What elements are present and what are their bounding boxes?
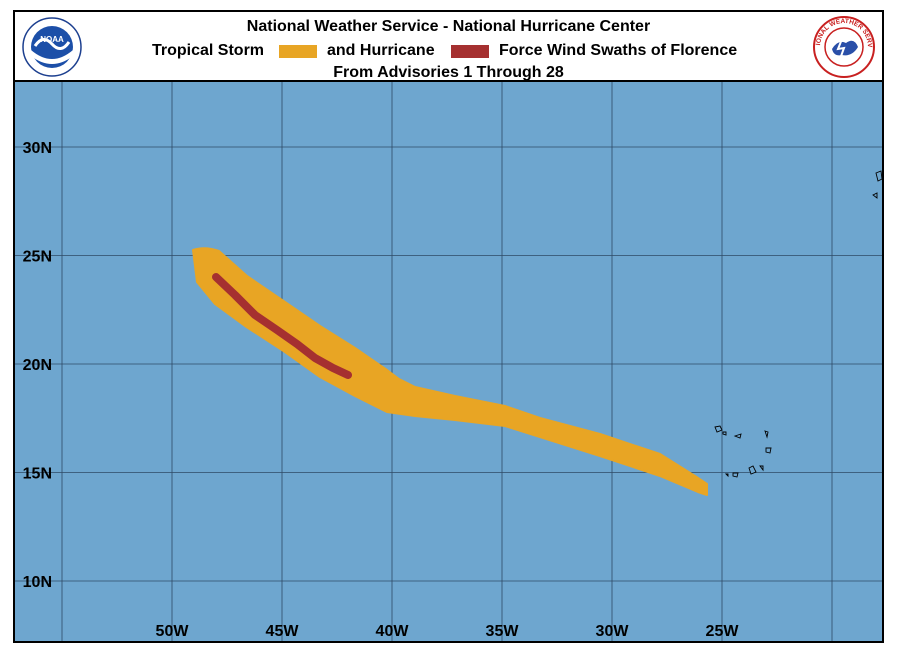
noaa-logo: NOAA xyxy=(22,17,82,77)
cape-verde-islands xyxy=(714,425,772,478)
title-line-1: National Weather Service - National Hurr… xyxy=(246,18,651,35)
canary-islands xyxy=(872,170,882,199)
tropical-storm-swatch xyxy=(279,45,317,58)
graticule xyxy=(15,82,882,641)
title-line-3: From Advisories 1 Through 28 xyxy=(333,64,564,81)
axis-labels: 30N 25N 20N 15N 10N 50W 45W 40W 35W 30W 25W xyxy=(23,140,740,640)
latitude-label: 25N xyxy=(23,249,52,266)
legend-tropical-storm-label: Tropical Storm xyxy=(152,42,265,59)
noaa-logo-text: NOAA xyxy=(40,35,64,44)
nws-logo: NATIONAL WEATHER SERVICE xyxy=(812,15,875,78)
legend-force-wind-label: Force Wind Swaths of Florence xyxy=(499,42,738,59)
longitude-label: 40W xyxy=(376,623,410,640)
map-canvas: 30N 25N 20N 15N 10N 50W 45W 40W 35W 30W 25W xyxy=(15,82,882,641)
hurricane-swath xyxy=(212,273,352,379)
longitude-label: 25W xyxy=(706,623,740,640)
hurricane-swatch xyxy=(451,45,489,58)
longitude-label: 45W xyxy=(266,623,300,640)
legend-and-hurricane-label: and Hurricane xyxy=(327,42,435,59)
ocean-background xyxy=(15,82,882,641)
longitude-label: 30W xyxy=(596,623,630,640)
latitude-label: 10N xyxy=(23,574,52,591)
legend-row: Tropical Storm and Hurricane Force Wind … xyxy=(15,42,882,62)
map-header: NOAA National Weather Service - National… xyxy=(13,10,884,82)
tropical-storm-swath xyxy=(192,247,708,496)
latitude-label: 20N xyxy=(23,357,52,374)
longitude-label: 35W xyxy=(486,623,520,640)
wind-swath-map: 30N 25N 20N 15N 10N 50W 45W 40W 35W 30W 25W xyxy=(13,82,884,643)
latitude-label: 30N xyxy=(23,140,52,157)
longitude-label: 50W xyxy=(156,623,190,640)
latitude-label: 15N xyxy=(23,466,52,483)
